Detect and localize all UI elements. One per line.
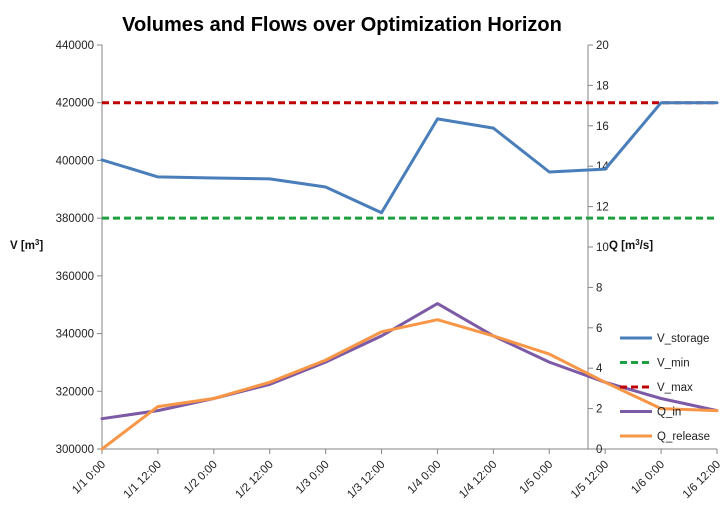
- y-right-tick-label: 10: [596, 242, 609, 254]
- y-right-tick-label: 8: [596, 282, 602, 294]
- legend-label: V_min: [657, 358, 690, 370]
- y-right-label-main: Q [m: [609, 240, 635, 252]
- y-left-tick-label: 300000: [56, 444, 94, 456]
- y-left-tick-label: 440000: [56, 40, 94, 52]
- series-line-q-release: [100, 318, 719, 451]
- y-right-tick-label: 6: [596, 323, 602, 335]
- y-left-tick-label: 400000: [56, 155, 94, 167]
- y-right-label-sup: 3: [635, 238, 640, 247]
- left-axis-ticks: 300000 320000 340000 360000 380000 400000 4200…: [56, 40, 102, 456]
- series-layer: [100, 101, 719, 451]
- series-line-v-storage: [100, 101, 719, 215]
- y-left-label-sup: 3: [35, 238, 40, 247]
- y-left-tick-label: 360000: [56, 271, 94, 283]
- legend-label: V_storage: [657, 333, 709, 345]
- y-right-tick-label: 16: [596, 121, 609, 133]
- y-left-tick-label: 320000: [56, 386, 94, 398]
- y-right-label-tail: /s]: [640, 240, 654, 252]
- y-left-axis-label: V [m3]: [10, 238, 43, 252]
- legend-label: Q_in: [657, 407, 681, 419]
- y-right-axis-label: Q [m3/s]: [609, 238, 653, 252]
- y-left-label-main: V [m: [10, 240, 35, 252]
- y-left-tick-label: 380000: [56, 213, 94, 225]
- legend-label: Q_release: [657, 431, 710, 443]
- y-right-tick-label: 20: [596, 40, 609, 52]
- y-left-tick-label: 420000: [56, 98, 94, 110]
- y-right-tick-label: 18: [596, 80, 609, 92]
- y-right-tick-label: 4: [596, 363, 603, 375]
- chart-title: Volumes and Flows over Optimization Hori…: [122, 14, 562, 36]
- y-right-tick-label: 12: [596, 202, 609, 214]
- y-right-tick-label: 2: [596, 404, 602, 416]
- y-left-label-tail: ]: [39, 240, 43, 252]
- y-left-tick-label: 340000: [56, 329, 94, 341]
- legend: V_storage V_min V_max Q_in Q_release: [620, 333, 710, 443]
- y-right-tick-label: 0: [596, 444, 602, 456]
- legend-label: V_max: [657, 382, 693, 394]
